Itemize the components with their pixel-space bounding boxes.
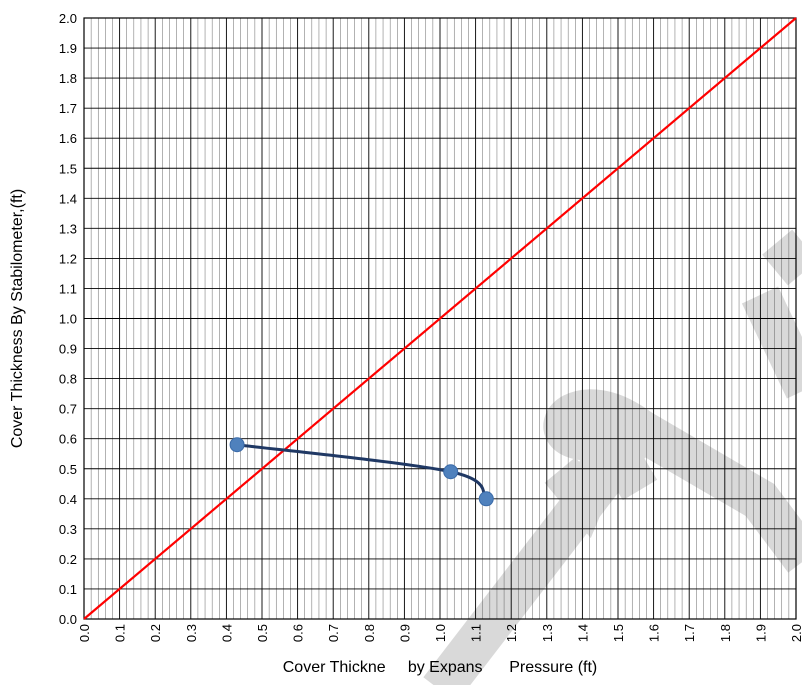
x-tick-label: 1.8 (718, 624, 733, 642)
data-point (229, 437, 245, 453)
x-tick-label: 0.3 (184, 624, 199, 642)
x-tick-label: 1.9 (753, 624, 768, 642)
y-tick-label: 1.1 (59, 281, 77, 296)
series-line-reference (83, 17, 797, 620)
data-point (443, 464, 459, 480)
x-tick-label: 1.4 (575, 624, 590, 642)
x-axis-title: Cover Thickne by Expans Pressure (ft) (283, 659, 597, 676)
x-tick-label: 0.1 (113, 624, 128, 642)
x-tick-label: 2.0 (789, 624, 802, 642)
series-line-data (236, 443, 488, 500)
x-tick-label: 0.8 (362, 624, 377, 642)
y-tick-label: 1.2 (59, 251, 77, 266)
data-point (478, 491, 494, 507)
y-tick-label: 0.4 (59, 492, 77, 507)
x-tick-label: 1.3 (540, 624, 555, 642)
x-tick-label: 1.6 (647, 624, 662, 642)
x-tick-label: 0.9 (397, 624, 412, 642)
y-tick-label: 0.9 (59, 342, 77, 357)
watermark-stroke (423, 402, 802, 685)
x-tick-label: 0.7 (326, 624, 341, 642)
y-tick-label: 0.1 (59, 582, 77, 597)
x-tick-label: 0.2 (148, 624, 163, 642)
watermark-stroke (762, 229, 802, 286)
y-tick-label: 0.0 (59, 612, 77, 627)
x-tick-label: 0.6 (291, 624, 306, 642)
series-layer (83, 17, 797, 620)
x-tick-label: 0.4 (219, 624, 234, 642)
y-tick-label: 1.8 (59, 71, 77, 86)
plot-area (83, 17, 797, 620)
y-tick-label: 1.9 (59, 41, 77, 56)
x-tick-label: 1.5 (611, 624, 626, 642)
x-tick-label: 1.1 (469, 624, 484, 642)
x-tick-label: 1.7 (682, 624, 697, 642)
x-tick-label: 1.0 (433, 624, 448, 642)
y-tick-label: 1.6 (59, 131, 77, 146)
y-tick-label: 0.8 (59, 372, 77, 387)
y-tick-label: 0.3 (59, 522, 77, 537)
x-tick-label: 1.2 (504, 624, 519, 642)
x-axis-ticks: 0.0 0.1 0.2 0.3 0.4 0.5 0.6 0.7 0.8 0.9 1.0 1.1 1.2 1… (77, 624, 802, 642)
y-tick-label: 1.0 (59, 312, 77, 327)
y-tick-label: 1.4 (59, 191, 77, 206)
y-tick-label: 0.2 (59, 552, 77, 567)
y-axis-title: Cover Thickness By Stabilometer,(ft) (9, 189, 26, 448)
x-tick-label: 0.0 (77, 624, 92, 642)
y-tick-label: 0.7 (59, 402, 77, 417)
y-tick-label: 1.7 (59, 101, 77, 116)
y-tick-label: 2.0 (59, 11, 77, 26)
x-tick-label: 0.5 (255, 624, 270, 642)
y-tick-label: 0.6 (59, 432, 77, 447)
y-tick-label: 1.3 (59, 221, 77, 236)
y-axis-ticks: 0.0 0.1 0.2 0.3 0.4 0.5 0.6 0.7 0.8 0.9 1.0 1.1 1.2 1… (59, 11, 77, 627)
y-tick-label: 0.5 (59, 462, 77, 477)
y-tick-label: 1.5 (59, 161, 77, 176)
plot-border (83, 17, 797, 620)
